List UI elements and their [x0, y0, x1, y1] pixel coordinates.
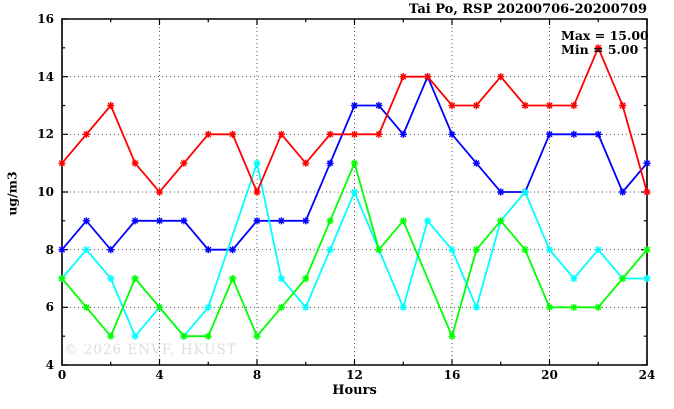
- x-tick-label-4: 4: [155, 368, 164, 382]
- y-tick-label-10: 10: [37, 185, 54, 199]
- y-tick-label-4: 4: [45, 358, 54, 372]
- x-tick-label-16: 16: [443, 368, 461, 382]
- series-line-cyan: [61, 159, 647, 338]
- y-tick-label-6: 6: [45, 300, 54, 315]
- series-markers-red: [58, 44, 651, 196]
- y-tick-label-16: 16: [37, 12, 54, 26]
- x-tick-label-12: 12: [346, 368, 363, 382]
- watermark: © 2026 ENVF, HKUST: [64, 342, 237, 358]
- series-markers-green: [58, 159, 651, 340]
- x-tick-label-24: 24: [638, 368, 656, 382]
- x-tick-label-8: 8: [252, 368, 262, 382]
- x-tick-label-0: 0: [57, 368, 67, 382]
- series-line-green: [61, 160, 648, 339]
- y-tick-label-8: 8: [45, 242, 54, 257]
- x-axis-title: Hours: [332, 383, 377, 398]
- x-tick-label-20: 20: [541, 368, 558, 382]
- y-tick-label-14: 14: [37, 69, 54, 84]
- y-tick-label-12: 12: [37, 127, 54, 142]
